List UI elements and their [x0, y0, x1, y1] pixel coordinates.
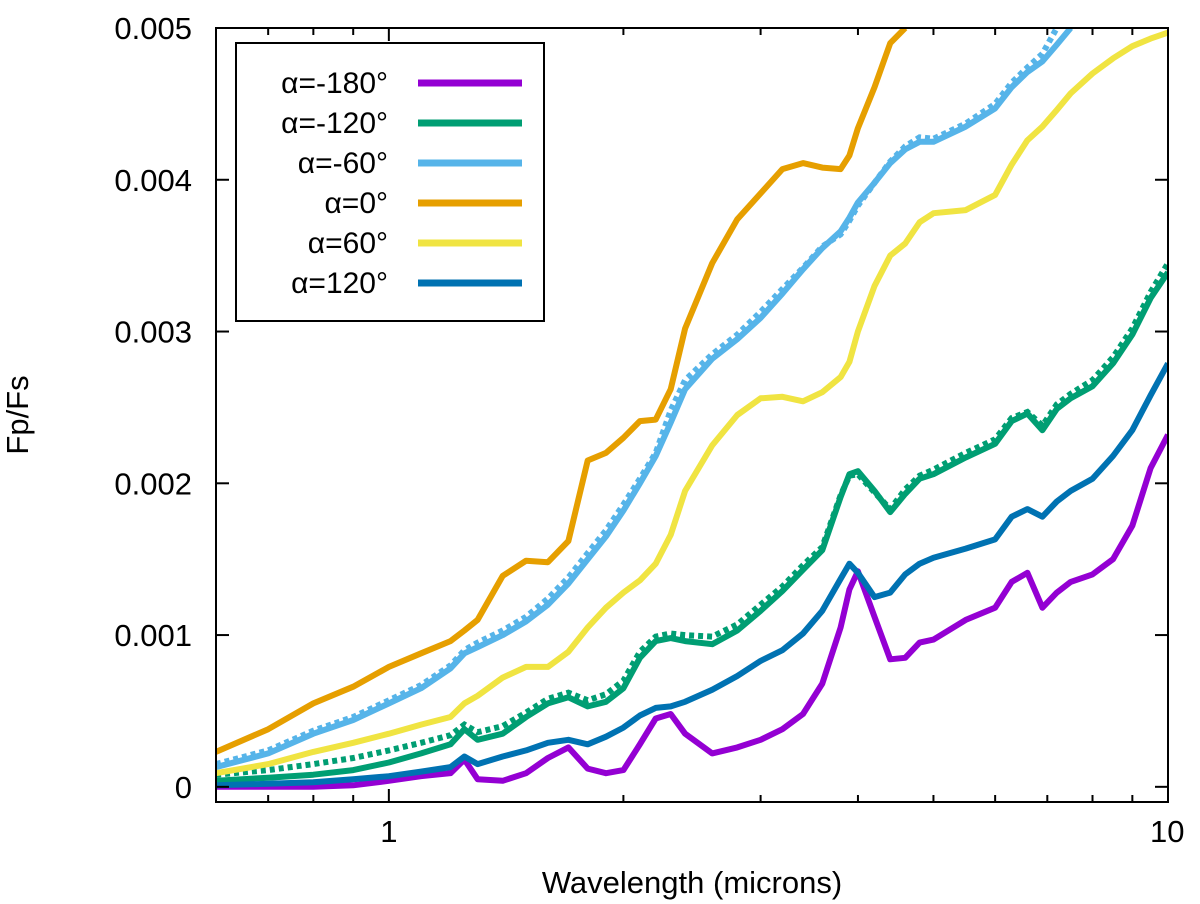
series-line-5 — [216, 361, 1168, 789]
y-tick-label-2: 0.002 — [114, 466, 192, 501]
series-line-4 — [216, 29, 1168, 777]
legend-label-1: α=-120° — [281, 107, 388, 140]
legend-label-2: α=-60° — [298, 147, 388, 180]
series-line-0 — [216, 433, 1168, 790]
legend: α=-180° α=-120° α=-60° α=0° α=60° α=120° — [235, 42, 545, 322]
y-tick-label-0: 0 — [175, 770, 192, 805]
y-tick-label-1: 0.001 — [114, 618, 192, 653]
series-line-2 — [216, 28, 1074, 771]
y-tick-label-5: 0.005 — [114, 11, 192, 46]
x-tick-label-1: 10 — [1150, 814, 1184, 849]
plot-frame — [215, 27, 1169, 803]
series-line-3 — [216, 28, 908, 755]
series-line-1 — [216, 270, 1168, 784]
legend-label-0: α=-180° — [281, 67, 388, 100]
legend-label-4: α=60° — [308, 227, 388, 260]
legend-label-3: α=0° — [324, 187, 388, 220]
y-axis-title: Fp/Fs — [0, 375, 35, 454]
legend-box — [235, 42, 545, 322]
legend-label-5: α=120° — [291, 267, 388, 300]
dotted-overlay-line-1 — [216, 28, 1060, 768]
y-tick-label-3: 0.003 — [114, 315, 192, 350]
x-tick-label-0: 1 — [380, 814, 397, 849]
x-axis-title: Wavelength (microns) — [542, 865, 842, 900]
y-tick-label-4: 0.004 — [114, 163, 192, 198]
